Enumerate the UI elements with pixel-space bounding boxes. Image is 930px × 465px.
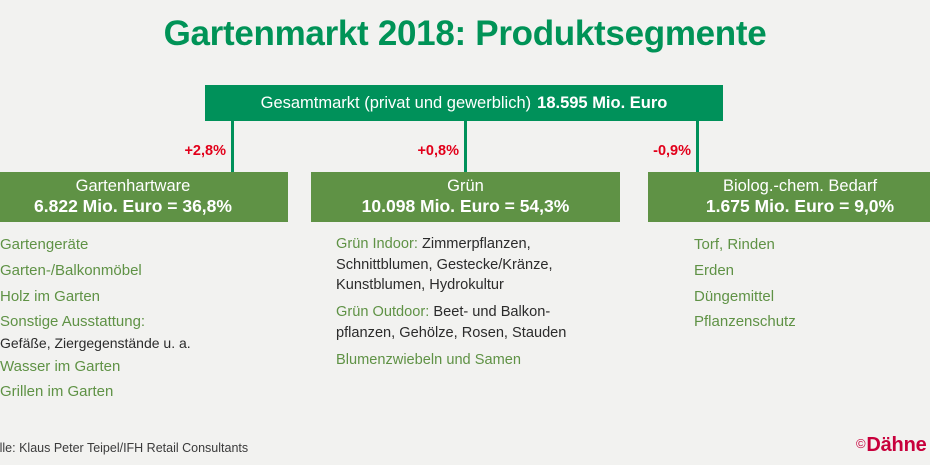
segment-value: 6.822 Mio. Euro = 36,8% xyxy=(34,195,232,216)
connector-line-segment-1 xyxy=(231,121,234,172)
list-item-detail: Gefäße, Ziergegenstände u. a. xyxy=(0,335,191,352)
list-item: Torf, Rinden xyxy=(694,234,930,257)
segment-header: Biolog.-chem. Bedarf 1.675 Mio. Euro = 9… xyxy=(648,172,930,222)
connector-line-segment-3 xyxy=(696,121,699,172)
total-market-bar: Gesamtmarkt (privat und gewerblich) 18.5… xyxy=(205,85,723,121)
segment-item-list: Gartengeräte Garten-/Balkonmöbel Holz im… xyxy=(0,222,288,404)
segment-name: Gartenhartware xyxy=(75,177,191,196)
list-item-lead: Pflanzenschutz xyxy=(694,313,796,331)
list-item: Blumenzwiebeln und Samen xyxy=(336,350,600,371)
list-item-detail: Beet- und Balkon­pflanzen, Gehölze, Rose… xyxy=(336,304,567,341)
growth-label-segment-1: +2,8% xyxy=(184,143,226,159)
list-item-lead: Blumenzwiebeln und Samen xyxy=(336,351,521,368)
list-item: Wasser im Garten xyxy=(0,356,282,379)
segment-value: 10.098 Mio. Euro = 54,3% xyxy=(361,195,570,216)
list-item-lead: Wasser im Garten xyxy=(0,357,121,375)
list-item-lead: Grün Indoor: xyxy=(336,236,418,252)
list-item: Gartengeräte xyxy=(0,234,282,257)
segment-gruen: Grün 10.098 Mio. Euro = 54,3% Grün Indoo… xyxy=(311,172,620,376)
segment-gartenhartware: Gartenhartware 6.822 Mio. Euro = 36,8% G… xyxy=(0,172,288,407)
list-item: Düngemittel xyxy=(694,286,930,309)
list-item-lead: Sonstige Ausstattung: xyxy=(0,313,146,331)
segment-name: Grün xyxy=(447,177,484,196)
list-item-lead: Holz im Garten xyxy=(0,287,101,305)
page-title: Gartenmarkt 2018: Produktsegmente xyxy=(163,14,767,53)
source-note: Quelle: Klaus Peter Teipel/IFH Retail Co… xyxy=(0,441,249,455)
list-item: Sonstige Ausstattung: xyxy=(0,311,282,334)
total-market-label: Gesamtmarkt (privat und gewerblich) xyxy=(260,93,532,112)
list-item-lead: Grün Outdoor: xyxy=(336,304,430,321)
growth-label-segment-3: -0,9% xyxy=(653,143,691,159)
list-item-lead: Erden xyxy=(694,261,735,279)
connector-line-segment-2 xyxy=(464,121,467,172)
list-item: Grün Indoor: Zimmerpflanzen, Schnittblum… xyxy=(336,234,600,296)
segment-header: Grün 10.098 Mio. Euro = 54,3% xyxy=(311,172,620,222)
copyright-icon: © xyxy=(856,436,866,451)
list-item: Holz im Garten xyxy=(0,286,282,309)
list-item-lead: Torf, Rinden xyxy=(694,236,775,253)
list-item-lead: Garten-/Balkonmöbel xyxy=(0,261,142,279)
publisher-credit: ©Dähne xyxy=(856,434,927,457)
segment-value: 1.675 Mio. Euro = 9,0% xyxy=(705,195,895,216)
growth-label-segment-2: +0,8% xyxy=(417,143,459,159)
list-item-lead: Düngemittel xyxy=(694,287,775,305)
segment-item-list: Grün Indoor: Zimmerpflanzen, Schnittblum… xyxy=(311,222,620,370)
list-item: Grün Outdoor: Beet- und Balkon­pflanzen,… xyxy=(336,302,600,343)
list-item: Garten-/Balkonmöbel xyxy=(0,260,282,283)
segment-header: Gartenhartware 6.822 Mio. Euro = 36,8% xyxy=(0,172,288,222)
list-item-lead: Gartengeräte xyxy=(0,236,89,253)
list-item: Grillen im Garten xyxy=(0,381,282,404)
list-item: Pflanzenschutz xyxy=(694,311,930,334)
segment-item-list: Torf, Rinden Erden Düngemittel Pflanzens… xyxy=(648,222,930,334)
list-item: Erden xyxy=(694,260,930,283)
segment-biolog-chem-bedarf: Biolog.-chem. Bedarf 1.675 Mio. Euro = 9… xyxy=(648,172,930,337)
publisher-name: Dähne xyxy=(866,434,927,456)
list-item-detail: Zimmerpflanzen, Schnittblumen, Gestecke/… xyxy=(336,236,553,294)
segment-name: Biolog.-chem. Bedarf xyxy=(722,177,878,196)
list-item-lead: Grillen im Garten xyxy=(0,383,114,401)
total-market-value: 18.595 Mio. Euro xyxy=(537,93,668,112)
